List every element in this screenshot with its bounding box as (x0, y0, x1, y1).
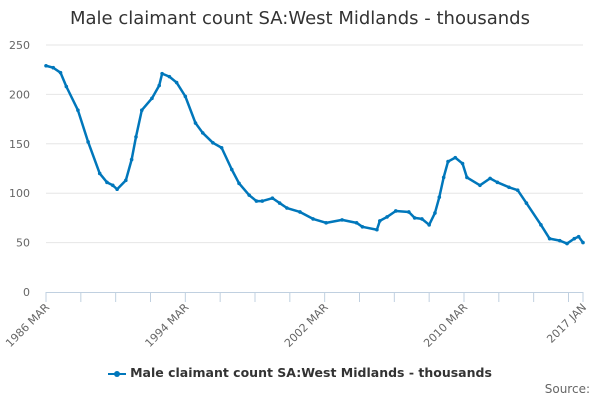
data-point (446, 159, 450, 164)
x-tick-label: 2010 MAR (421, 301, 470, 350)
y-tick-label: 150 (9, 138, 30, 151)
data-point (277, 201, 282, 205)
data-point (150, 96, 154, 101)
data-point (453, 155, 458, 160)
data-point (115, 187, 119, 192)
data-point (375, 227, 379, 232)
data-point (465, 175, 469, 180)
data-point (260, 199, 265, 203)
data-point (412, 216, 417, 220)
data-point (44, 63, 48, 68)
x-tick-label: 2002 MAR (282, 301, 331, 350)
data-point (174, 80, 179, 85)
data-point (139, 108, 144, 113)
data-point (393, 209, 398, 213)
data-point (311, 217, 315, 221)
data-point (167, 74, 172, 79)
chart-title: Male claimant count SA:West Midlands - t… (70, 8, 530, 29)
data-point (576, 234, 581, 239)
data-point (565, 241, 569, 246)
data-point (340, 218, 344, 222)
data-point (254, 199, 259, 203)
x-tick-label: 1994 MAR (143, 301, 192, 350)
data-point (285, 206, 289, 210)
y-tick-label: 0 (23, 286, 30, 299)
data-point (183, 94, 188, 99)
data-point (229, 167, 234, 172)
data-point (211, 141, 215, 145)
data-point (200, 131, 205, 135)
data-point (437, 195, 442, 199)
data-point (134, 135, 138, 139)
y-tick-label: 50 (16, 237, 30, 250)
legend-marker (108, 370, 127, 377)
data-point (324, 221, 328, 225)
y-tick-label: 200 (9, 88, 30, 101)
data-point (539, 223, 543, 227)
data-point (160, 71, 164, 76)
x-tick-label: 1986 MAR (3, 301, 52, 350)
data-point (507, 185, 511, 190)
y-tick-label: 250 (9, 39, 30, 52)
data-point (488, 176, 492, 181)
data-point (237, 181, 241, 186)
data-point (407, 210, 411, 214)
data-point (427, 223, 431, 227)
data-point (97, 171, 102, 176)
data-point (129, 157, 134, 162)
data-point (572, 236, 577, 241)
data-point (378, 219, 382, 223)
data-point (360, 224, 365, 229)
legend-label: Male claimant count SA:West Midlands - t… (130, 365, 492, 380)
data-point (124, 178, 128, 183)
data-point (51, 65, 56, 70)
data-point (110, 183, 115, 188)
data-point (495, 180, 500, 185)
x-tick-label: 2017 JAN (544, 301, 589, 346)
source-label: Source: (544, 382, 590, 396)
data-point (354, 221, 359, 225)
data-point (385, 215, 389, 219)
data-point (547, 236, 552, 241)
data-point (441, 175, 446, 180)
data-point (247, 193, 251, 197)
data-point (524, 201, 529, 205)
data-point (515, 188, 520, 193)
data-point (420, 217, 424, 221)
y-tick-label: 100 (9, 187, 30, 200)
data-point (581, 240, 585, 245)
data-point (157, 83, 162, 88)
series-line (45, 64, 585, 245)
data-point (105, 180, 109, 185)
data-point (557, 238, 562, 243)
data-point (58, 70, 63, 75)
legend-item[interactable]: Male claimant count SA:West Midlands - t… (0, 365, 600, 380)
data-point (219, 145, 224, 150)
data-point (193, 121, 198, 125)
data-point (76, 108, 80, 113)
data-point (298, 210, 302, 214)
data-point (433, 211, 437, 215)
data-point (460, 161, 465, 166)
data-point (64, 84, 69, 89)
data-point (478, 183, 482, 188)
data-point (270, 196, 275, 200)
data-point (86, 140, 90, 144)
